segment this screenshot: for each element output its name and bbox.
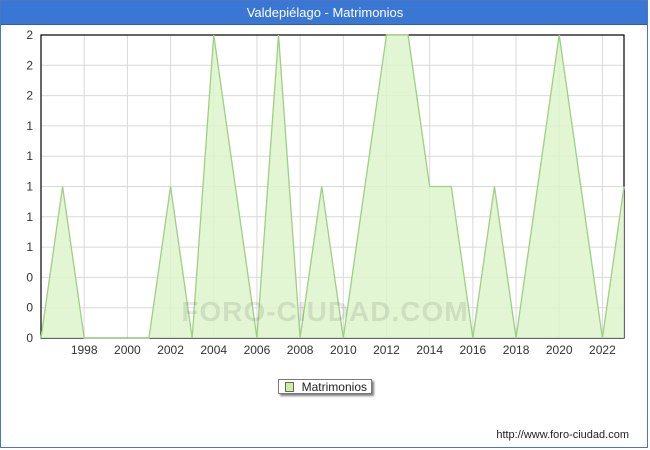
svg-text:2022: 2022: [589, 343, 616, 357]
svg-text:2018: 2018: [503, 343, 530, 357]
svg-text:1: 1: [26, 210, 33, 224]
svg-text:2016: 2016: [459, 343, 486, 357]
svg-text:1: 1: [26, 180, 33, 194]
svg-text:2: 2: [26, 89, 33, 103]
svg-text:2: 2: [26, 58, 33, 72]
svg-text:2010: 2010: [330, 343, 357, 357]
svg-text:2006: 2006: [244, 343, 271, 357]
svg-text:1998: 1998: [71, 343, 98, 357]
svg-text:2: 2: [26, 28, 33, 42]
svg-text:2014: 2014: [416, 343, 443, 357]
svg-text:1: 1: [26, 240, 33, 254]
svg-text:2012: 2012: [373, 343, 400, 357]
svg-text:2004: 2004: [200, 343, 227, 357]
svg-text:1: 1: [26, 119, 33, 133]
svg-text:1: 1: [26, 149, 33, 163]
svg-text:2002: 2002: [157, 343, 184, 357]
svg-text:2008: 2008: [287, 343, 314, 357]
svg-text:2020: 2020: [546, 343, 573, 357]
svg-text:0: 0: [26, 331, 33, 345]
svg-text:0: 0: [26, 270, 33, 284]
svg-text:2000: 2000: [114, 343, 141, 357]
